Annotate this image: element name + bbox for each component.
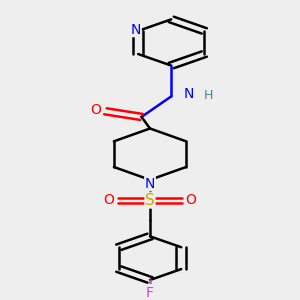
Text: O: O [91, 103, 101, 117]
Text: H: H [204, 88, 213, 102]
Text: F: F [146, 286, 154, 300]
Text: N: N [184, 87, 194, 101]
Text: S: S [145, 193, 155, 208]
Text: O: O [186, 194, 196, 207]
Text: O: O [103, 194, 114, 207]
Text: N: N [131, 22, 141, 37]
Text: N: N [145, 177, 155, 191]
